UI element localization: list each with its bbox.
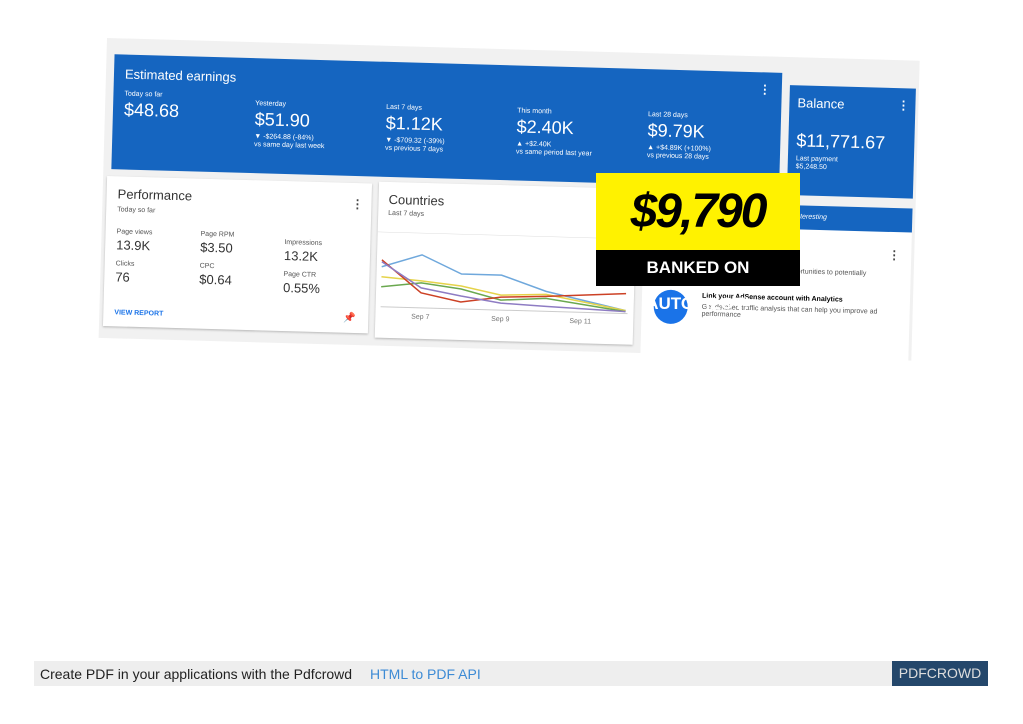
balance-note: Last payment <box>795 155 839 164</box>
view-report-link[interactable]: VIEW REPORT <box>114 309 164 318</box>
metric-value: 13.2K <box>283 248 319 264</box>
earnings-change: ▲ +$2.40K <box>516 140 552 149</box>
side-text: portunities to potentially <box>792 268 867 278</box>
metric-value: 0.55% <box>282 280 321 297</box>
earnings-value: $2.40K <box>516 116 575 139</box>
metric-value: $0.64 <box>199 271 233 288</box>
footer-brand[interactable]: PDFCROWD <box>892 661 988 686</box>
earnings-value: $9.79K <box>647 120 705 142</box>
series-line <box>381 261 626 313</box>
series-line <box>381 254 626 312</box>
countries-card: Countries Last 7 days Sep 7 Sep 9 Sep 11 <box>374 181 637 345</box>
series-line <box>381 276 626 312</box>
earnings-label: Last 28 days <box>647 111 688 120</box>
axis-line <box>380 306 628 315</box>
performance-period[interactable]: Today so far <box>117 206 156 215</box>
promo-caption: BANKED ON AUTOPILOT! <box>596 250 800 313</box>
metric-value: 13.9K <box>116 237 151 254</box>
earnings-compare: vs previous 28 days <box>646 152 709 161</box>
performance-title: Performance <box>117 186 193 204</box>
divider <box>377 231 636 240</box>
countries-period[interactable]: Last 7 days <box>388 209 425 218</box>
dashboard-screenshot: Estimated earnings ⋮ Today so far $48.68 Y… <box>98 38 920 364</box>
performance-card: Performance ⋮ Today so far VIEW REPORT 📌… <box>102 176 373 334</box>
footer-bar: Create PDF in your applications with the… <box>34 661 988 686</box>
x-tick-label: Sep 9 <box>491 316 510 324</box>
balance-note-value: $5,248.50 <box>795 163 827 172</box>
balance-panel: Balance ⋮ $11,771.67 Last payment $5,248… <box>786 85 916 199</box>
performance-metrics <box>107 176 372 183</box>
x-tick-label: Sep 11 <box>569 318 591 326</box>
x-tick-label: Sep 7 <box>411 314 430 322</box>
balance-value: $11,771.67 <box>796 130 886 153</box>
countries-title: Countries <box>388 191 445 209</box>
footer-text: Create PDF in your applications with the… <box>40 666 353 682</box>
menu-icon[interactable]: ⋮ <box>351 196 364 212</box>
earnings-compare: vs previous 7 days <box>384 144 444 154</box>
menu-icon[interactable]: ⋮ <box>758 82 772 97</box>
metric-label: Page CTR <box>283 271 317 279</box>
countries-chart: Sep 7 Sep 9 Sep 11 <box>377 231 636 326</box>
earnings-label: Today so far <box>124 90 163 99</box>
metric-label: Impressions <box>284 239 323 248</box>
earnings-compare: vs same period last year <box>515 148 592 158</box>
earnings-panel: Estimated earnings ⋮ Today so far $48.68 Y… <box>111 54 783 188</box>
earnings-value: $51.90 <box>254 109 311 131</box>
pin-icon[interactable]: 📌 <box>343 312 356 325</box>
earnings-title: Estimated earnings <box>124 66 237 85</box>
menu-icon[interactable]: ⋮ <box>888 247 901 263</box>
earnings-label: This month <box>517 107 552 116</box>
metric-value: $3.50 <box>199 239 233 256</box>
footer-link[interactable]: HTML to PDF API <box>370 666 481 682</box>
metric-label: Page views <box>116 228 153 237</box>
menu-icon[interactable]: ⋮ <box>897 98 910 113</box>
metric-label: Page RPM <box>200 230 235 239</box>
balance-title: Balance <box>797 95 845 112</box>
metric-value: 76 <box>115 269 131 285</box>
earnings-value: $48.68 <box>123 99 180 122</box>
promo-amount: $9,790 <box>596 173 800 250</box>
earnings-label: Last 7 days <box>386 103 423 112</box>
earnings-value: $1.12K <box>385 112 444 135</box>
earnings-label: Yesterday <box>255 100 287 109</box>
metric-label: Clicks <box>115 260 135 268</box>
earnings-compare: vs same day last week <box>253 141 325 151</box>
metric-label: CPC <box>199 262 215 271</box>
